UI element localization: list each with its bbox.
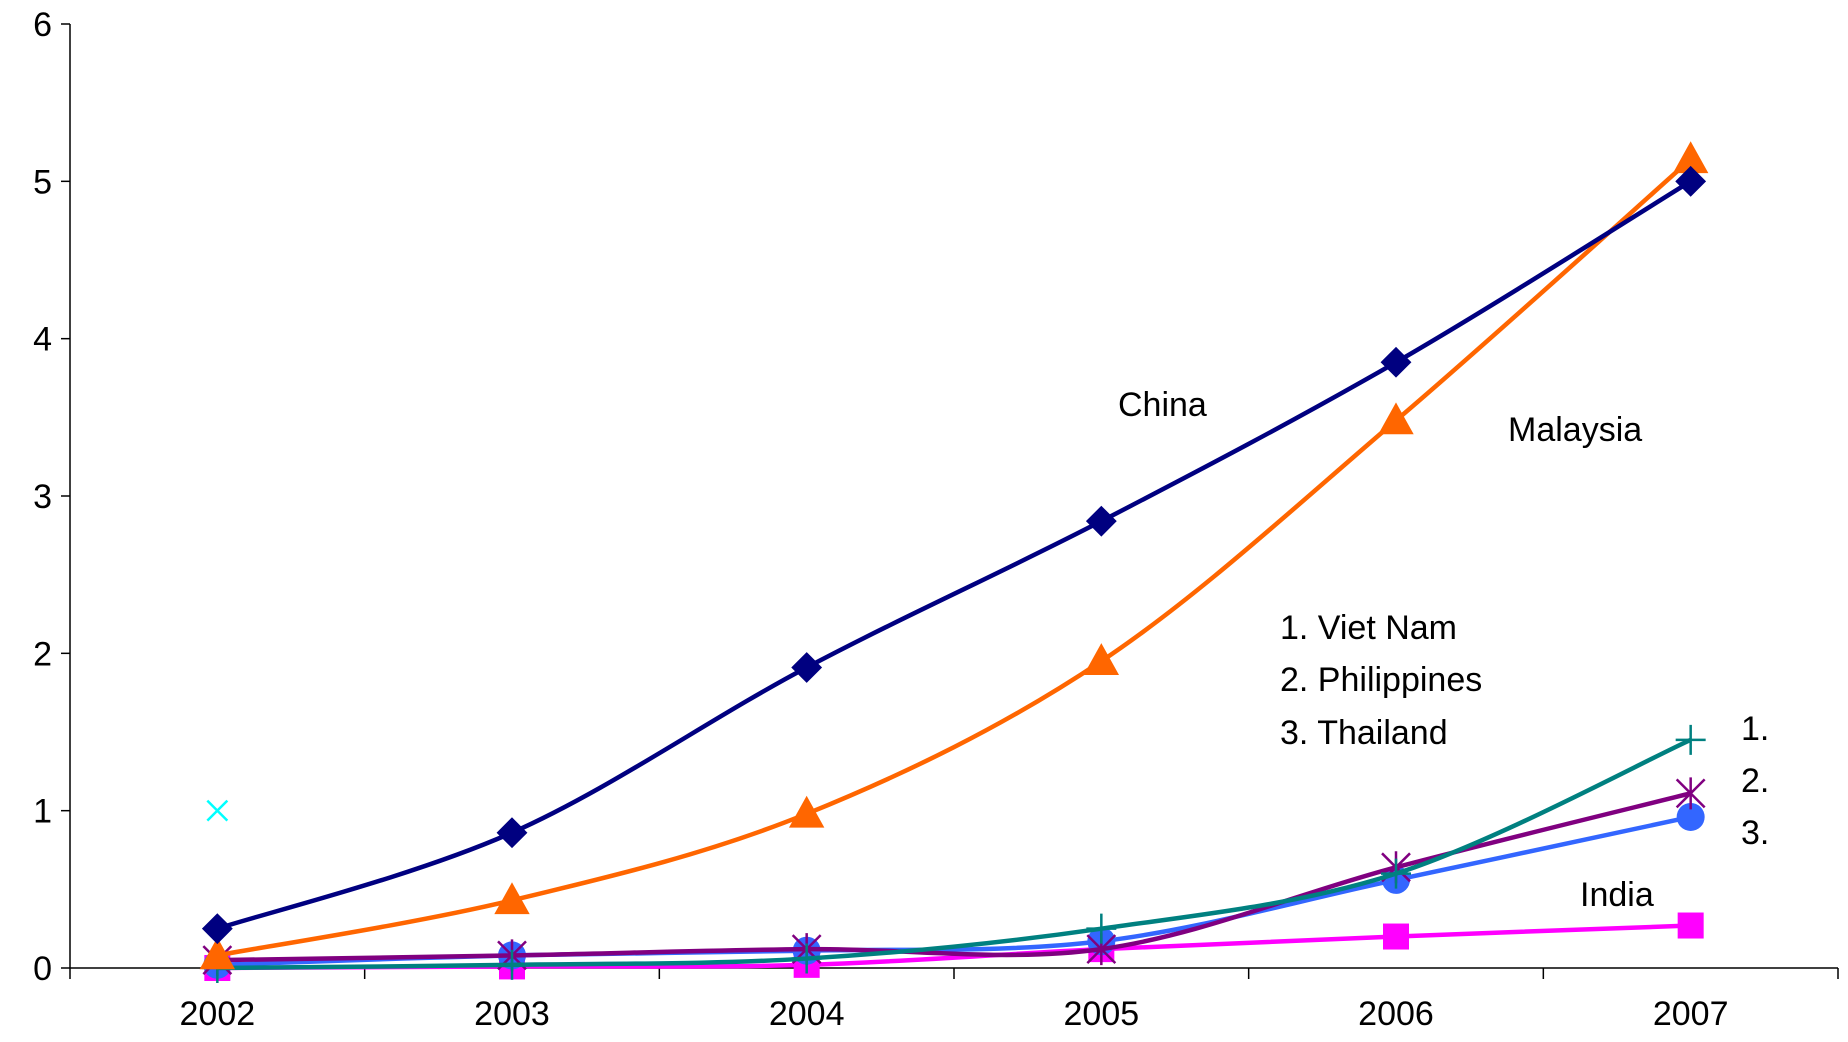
x-tick-label: 2006 [1358, 995, 1434, 1033]
x-tick-label: 2004 [769, 995, 845, 1033]
y-tick-label: 2 [33, 635, 52, 673]
data-point [203, 915, 231, 943]
x-tick-label: 2007 [1653, 995, 1729, 1033]
x-tick-label: 2003 [474, 995, 550, 1033]
series-line [217, 817, 1690, 965]
data-point [207, 801, 227, 821]
data-point [791, 798, 823, 827]
data-point [793, 653, 821, 681]
data-point [498, 819, 526, 847]
series-2 [202, 725, 1705, 983]
series-layer [201, 143, 1706, 983]
annotation-list-1: 1. Viet Nam [1280, 609, 1457, 647]
x-tick-label: 2005 [1064, 995, 1140, 1033]
y-tick-label: 5 [33, 163, 52, 201]
annotation-malaysia: Malaysia [1508, 411, 1642, 449]
annotation-list-3: 3. Thailand [1280, 714, 1448, 752]
x-ticks: 2002 2003 2004 2005 2006 2007 [70, 968, 1838, 1033]
y-ticks: 0 1 2 3 4 5 6 [33, 6, 70, 988]
annotation-china: China [1118, 386, 1207, 424]
series-0 [203, 167, 1704, 942]
annotation-end-1: 1. [1741, 710, 1769, 748]
y-tick-label: 3 [33, 478, 52, 516]
annotation-end-3: 3. [1741, 814, 1769, 852]
y-tick-label: 1 [33, 793, 52, 831]
data-point [1676, 725, 1706, 755]
annotations: China Malaysia 1. Viet Nam 2. Philippine… [1118, 386, 1769, 914]
series-line [217, 181, 1690, 928]
data-point [1085, 645, 1117, 674]
series-line [217, 159, 1690, 955]
x-tick-label: 2002 [180, 995, 256, 1033]
axes [70, 24, 1838, 968]
data-point [1677, 777, 1705, 809]
y-tick-label: 0 [33, 950, 52, 988]
data-point [1087, 507, 1115, 535]
data-point [1678, 913, 1704, 939]
annotation-end-2: 2. [1741, 762, 1769, 800]
annotation-list-2: 2. Philippines [1280, 661, 1482, 699]
y-tick-label: 6 [33, 6, 52, 44]
data-point [1382, 348, 1410, 376]
data-point [1383, 924, 1409, 950]
annotation-india: India [1580, 876, 1654, 914]
y-tick-label: 4 [33, 321, 52, 359]
